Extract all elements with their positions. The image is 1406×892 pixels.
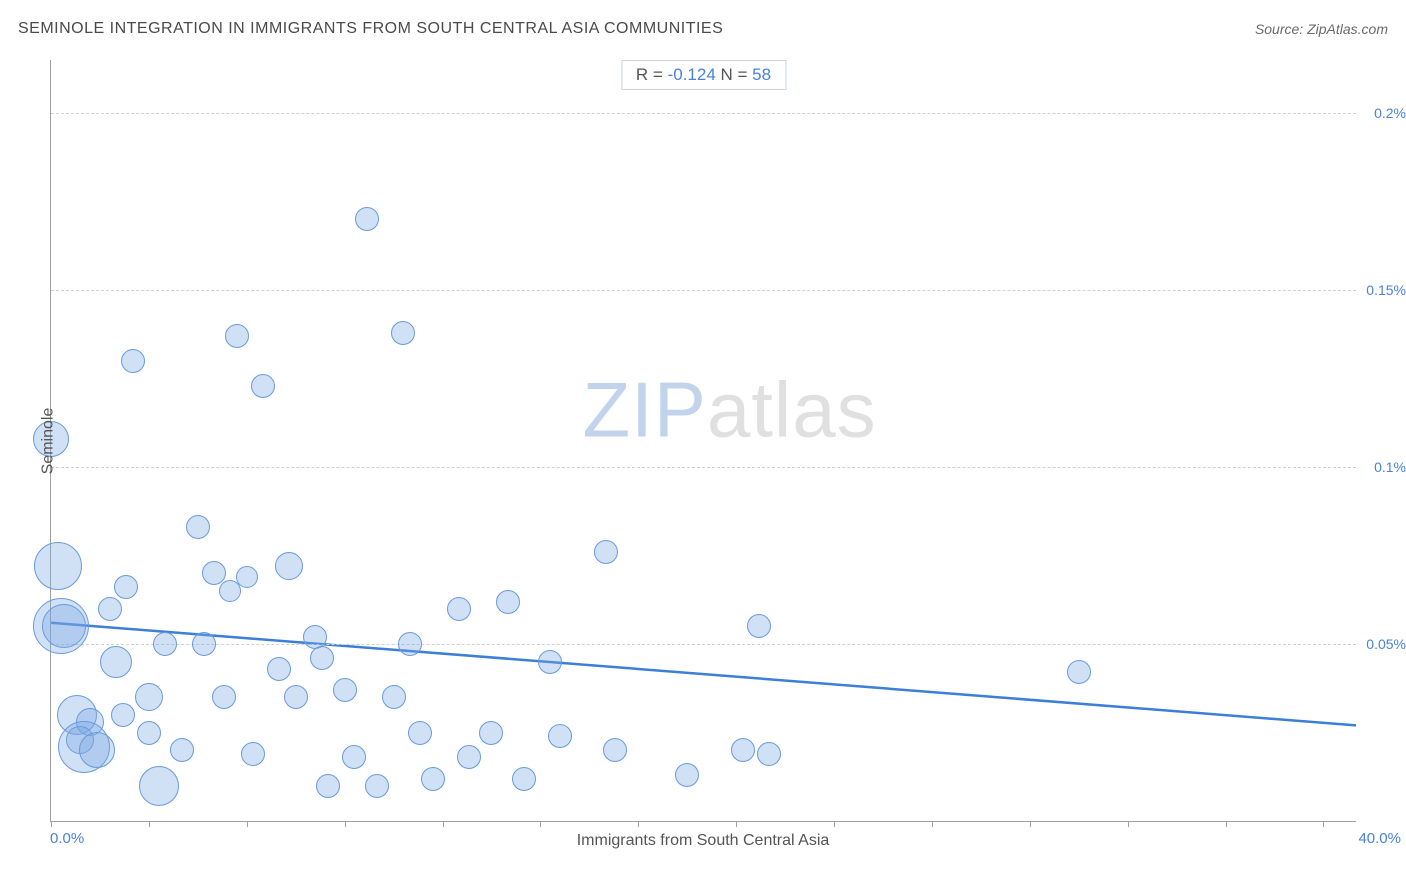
x-axis-min-label: 0.0% [50, 830, 84, 847]
y-axis-title: Seminole [39, 408, 57, 475]
data-point [225, 324, 249, 348]
data-point [267, 657, 291, 681]
data-point [333, 678, 357, 702]
data-point [757, 742, 781, 766]
data-point [479, 721, 503, 745]
data-point [42, 604, 86, 648]
data-point [212, 685, 236, 709]
data-point [731, 738, 755, 762]
data-point [365, 774, 389, 798]
data-point [114, 575, 138, 599]
data-point [310, 646, 334, 670]
data-point [747, 614, 771, 638]
data-point [447, 597, 471, 621]
data-point [548, 724, 572, 748]
data-point [34, 542, 82, 590]
data-point [391, 321, 415, 345]
data-point [408, 721, 432, 745]
data-point [79, 732, 115, 768]
data-point [457, 745, 481, 769]
y-tick-label: 0.2% [1374, 105, 1406, 121]
data-point [111, 703, 135, 727]
gridline [51, 644, 1356, 645]
y-tick-label: 0.05% [1366, 636, 1406, 652]
gridline [51, 113, 1356, 114]
data-point [355, 207, 379, 231]
data-point [121, 349, 145, 373]
data-point [139, 766, 179, 806]
x-tick [1323, 821, 1324, 827]
x-tick [540, 821, 541, 827]
x-axis-max-label: 40.0% [1358, 830, 1401, 847]
data-point [100, 646, 132, 678]
data-point [496, 590, 520, 614]
data-point [135, 683, 163, 711]
data-point [512, 767, 536, 791]
data-point [186, 515, 210, 539]
data-point [1067, 660, 1091, 684]
data-point [170, 738, 194, 762]
data-point [316, 774, 340, 798]
x-tick [149, 821, 150, 827]
x-axis-title: Immigrants from South Central Asia [577, 832, 830, 850]
data-point [342, 745, 366, 769]
gridline [51, 290, 1356, 291]
x-tick [1226, 821, 1227, 827]
data-point [251, 374, 275, 398]
data-point [398, 632, 422, 656]
x-tick [345, 821, 346, 827]
y-tick-label: 0.1% [1374, 459, 1406, 475]
x-tick [638, 821, 639, 827]
x-tick [1128, 821, 1129, 827]
chart-area: ZIPatlas R = -0.124 N = 58 0.05%0.1%0.15… [50, 60, 1356, 822]
data-point [421, 767, 445, 791]
data-point [153, 632, 177, 656]
data-point [284, 685, 308, 709]
data-point [275, 552, 303, 580]
gridline [51, 467, 1356, 468]
chart-title: SEMINOLE INTEGRATION IN IMMIGRANTS FROM … [18, 20, 723, 38]
x-tick [834, 821, 835, 827]
y-tick-label: 0.15% [1366, 282, 1406, 298]
data-point [192, 632, 216, 656]
x-tick [1030, 821, 1031, 827]
data-point [594, 540, 618, 564]
trend-line [51, 60, 1356, 821]
data-point [241, 742, 265, 766]
data-point [603, 738, 627, 762]
data-point [98, 597, 122, 621]
x-tick [443, 821, 444, 827]
data-point [137, 721, 161, 745]
header-bar: SEMINOLE INTEGRATION IN IMMIGRANTS FROM … [18, 20, 1388, 38]
data-point [675, 763, 699, 787]
x-tick [932, 821, 933, 827]
x-tick [247, 821, 248, 827]
source-attribution: Source: ZipAtlas.com [1255, 21, 1388, 37]
data-point [236, 566, 258, 588]
x-tick [51, 821, 52, 827]
plot-region: ZIPatlas R = -0.124 N = 58 0.05%0.1%0.15… [50, 60, 1356, 822]
data-point [382, 685, 406, 709]
x-tick [736, 821, 737, 827]
data-point [538, 650, 562, 674]
